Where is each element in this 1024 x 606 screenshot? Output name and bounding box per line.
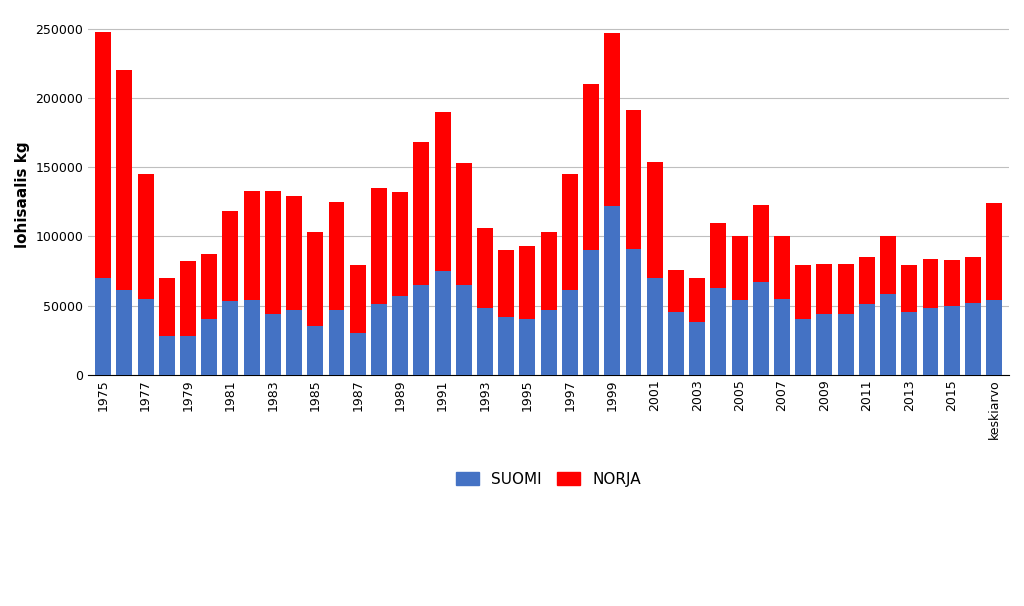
Bar: [923, 259, 938, 308]
Bar: [202, 319, 217, 375]
Bar: [838, 314, 854, 375]
Bar: [371, 188, 387, 304]
Bar: [731, 236, 748, 300]
Bar: [244, 300, 260, 375]
Bar: [583, 84, 599, 250]
Bar: [180, 261, 196, 336]
Bar: [159, 278, 175, 336]
Bar: [859, 257, 874, 304]
Bar: [117, 70, 132, 290]
Bar: [880, 295, 896, 375]
Bar: [944, 305, 959, 375]
Bar: [456, 163, 472, 285]
Bar: [562, 290, 578, 375]
Bar: [626, 249, 641, 375]
Bar: [604, 33, 621, 206]
Bar: [350, 265, 366, 333]
Bar: [986, 300, 1002, 375]
Bar: [307, 232, 324, 326]
Bar: [414, 142, 429, 285]
Bar: [944, 260, 959, 305]
Bar: [499, 316, 514, 375]
Bar: [583, 250, 599, 375]
Bar: [371, 304, 387, 375]
Bar: [392, 296, 409, 375]
Bar: [604, 206, 621, 375]
Bar: [519, 246, 536, 319]
Bar: [753, 205, 769, 282]
Bar: [159, 336, 175, 375]
Bar: [286, 310, 302, 375]
Bar: [816, 314, 833, 375]
Bar: [668, 313, 684, 375]
Bar: [965, 257, 981, 303]
Bar: [923, 308, 938, 375]
Y-axis label: lohisaalis kg: lohisaalis kg: [15, 142, 30, 248]
Bar: [477, 308, 493, 375]
Bar: [434, 271, 451, 375]
Bar: [647, 278, 663, 375]
Bar: [796, 265, 811, 319]
Bar: [901, 265, 918, 313]
Bar: [519, 319, 536, 375]
Bar: [456, 285, 472, 375]
Bar: [796, 319, 811, 375]
Bar: [392, 192, 409, 296]
Bar: [95, 32, 111, 278]
Bar: [626, 110, 641, 249]
Bar: [731, 300, 748, 375]
Bar: [137, 299, 154, 375]
Bar: [137, 174, 154, 299]
Bar: [95, 278, 111, 375]
Bar: [541, 232, 557, 310]
Bar: [434, 112, 451, 271]
Bar: [222, 301, 239, 375]
Bar: [838, 264, 854, 314]
Bar: [541, 310, 557, 375]
Bar: [329, 202, 344, 310]
Bar: [880, 236, 896, 295]
Bar: [117, 290, 132, 375]
Bar: [180, 336, 196, 375]
Bar: [774, 236, 790, 299]
Bar: [668, 270, 684, 313]
Bar: [222, 211, 239, 301]
Bar: [350, 333, 366, 375]
Bar: [711, 288, 726, 375]
Bar: [774, 299, 790, 375]
Bar: [711, 222, 726, 288]
Bar: [689, 322, 706, 375]
Bar: [753, 282, 769, 375]
Bar: [477, 228, 493, 308]
Bar: [562, 174, 578, 290]
Bar: [689, 278, 706, 322]
Bar: [986, 203, 1002, 300]
Bar: [647, 162, 663, 278]
Bar: [414, 285, 429, 375]
Bar: [307, 326, 324, 375]
Bar: [286, 196, 302, 310]
Bar: [859, 304, 874, 375]
Bar: [265, 314, 281, 375]
Bar: [901, 313, 918, 375]
Bar: [816, 264, 833, 314]
Bar: [202, 255, 217, 319]
Legend: SUOMI, NORJA: SUOMI, NORJA: [451, 465, 647, 493]
Bar: [265, 191, 281, 314]
Bar: [965, 303, 981, 375]
Bar: [329, 310, 344, 375]
Bar: [244, 191, 260, 300]
Bar: [499, 250, 514, 316]
